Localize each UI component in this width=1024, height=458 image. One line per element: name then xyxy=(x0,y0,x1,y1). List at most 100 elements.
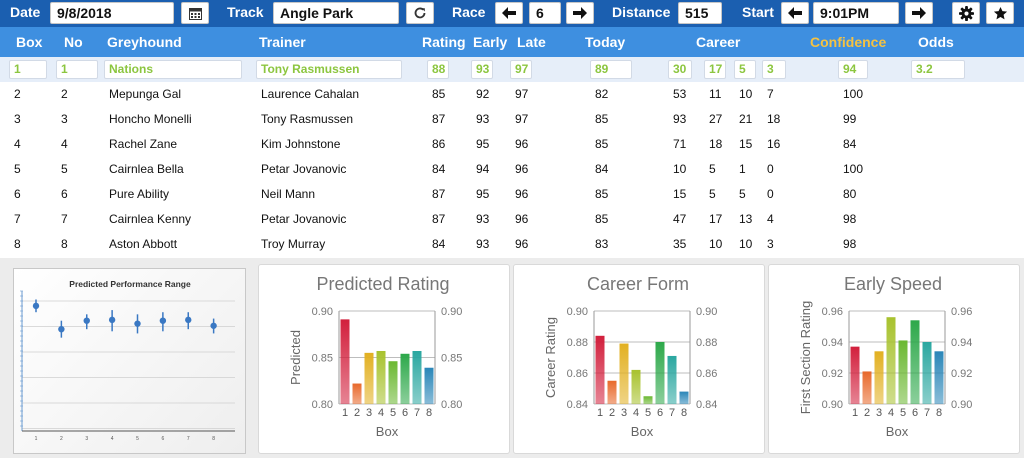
x-tick-label: 2 xyxy=(609,407,615,419)
x-tick-label: 2 xyxy=(354,407,360,419)
cell-late: 97 xyxy=(515,87,529,101)
arrow-right-icon xyxy=(912,7,926,19)
bar xyxy=(595,335,605,404)
y-tick-label-right: 0.88 xyxy=(696,337,717,349)
cell-rating: 87 xyxy=(432,187,446,201)
y-tick-label: 0.96 xyxy=(822,306,843,318)
distance-label: Distance xyxy=(612,4,671,20)
bar xyxy=(364,352,374,404)
x-tick-label: 1 xyxy=(852,407,858,419)
cell-early: 92 xyxy=(476,87,490,101)
cell-career-seconds: 13 xyxy=(739,212,753,226)
table-row[interactable]: 7 7 Cairnlea Kenny Petar Jovanovic 87 93 96 85 4… xyxy=(0,207,1024,232)
track-field[interactable]: Angle Park xyxy=(273,2,399,24)
favorite-button[interactable] xyxy=(986,2,1014,24)
cell-late: 96 xyxy=(515,212,529,226)
cell-career-thirds: 0 xyxy=(767,187,774,201)
cell-no: 3 xyxy=(61,112,68,126)
data-point xyxy=(108,316,116,324)
cell-career-thirds: 3 xyxy=(762,60,786,79)
start-time-field[interactable]: 9:01PM xyxy=(813,2,899,24)
cell-confidence: 94 xyxy=(838,60,868,79)
col-trainer[interactable]: Trainer xyxy=(259,34,306,50)
cell-rating: 87 xyxy=(432,112,446,126)
cell-odds: 3.2 xyxy=(911,60,965,79)
cell-career-thirds: 4 xyxy=(767,212,774,226)
x-tick-label: 4 xyxy=(888,407,894,419)
col-greyhound[interactable]: Greyhound xyxy=(107,34,182,50)
y-tick-label: 0.85 xyxy=(312,353,333,365)
x-tick-label: 3 xyxy=(876,407,882,419)
data-point xyxy=(83,317,90,324)
cell-career-starts: 53 xyxy=(673,87,687,101)
start-next-button[interactable] xyxy=(905,2,933,24)
cell-today: 85 xyxy=(595,137,609,151)
distance-field[interactable]: 515 xyxy=(678,2,722,24)
bar xyxy=(874,351,884,404)
bar xyxy=(352,383,362,404)
table-row[interactable]: 3 3 Honcho Monelli Tony Rasmussen 87 93 97 85 93… xyxy=(0,107,1024,132)
x-tick-label: 1 xyxy=(342,407,348,419)
col-no[interactable]: No xyxy=(64,34,83,50)
x-tick-label: 4 xyxy=(111,436,114,442)
bar xyxy=(655,342,665,404)
gear-icon xyxy=(958,5,974,21)
table-row[interactable]: 8 8 Aston Abbott Troy Murray 84 93 96 83 35 10 10 3… xyxy=(0,232,1024,257)
cell-confidence: 98 xyxy=(843,212,857,226)
cell-career-thirds: 18 xyxy=(767,112,781,126)
cell-career-seconds: 10 xyxy=(739,87,753,101)
race-prev-button[interactable] xyxy=(495,2,523,24)
cell-career-starts: 71 xyxy=(673,137,687,151)
settings-button[interactable] xyxy=(952,2,980,24)
cell-career-thirds: 0 xyxy=(767,162,774,176)
data-point xyxy=(185,316,192,324)
y-tick-label: 0.94 xyxy=(822,337,843,349)
cell-no: 6 xyxy=(61,187,68,201)
col-today[interactable]: Today xyxy=(585,34,626,50)
cell-no: 8 xyxy=(61,237,68,251)
table-row[interactable]: 4 4 Rachel Zane Kim Johnstone 86 95 96 85 71 18 15… xyxy=(0,132,1024,157)
col-career[interactable]: Career xyxy=(696,34,741,50)
col-confidence[interactable]: Confidence xyxy=(810,34,887,50)
date-label: Date xyxy=(10,4,41,20)
bar xyxy=(667,355,677,404)
cell-rating: 88 xyxy=(427,60,449,79)
predicted-rating-chart: Predicted Rating 0.80 0.80 0.85 0.85 0.90 0.90… xyxy=(288,274,462,439)
bar xyxy=(934,351,944,404)
calendar-button[interactable] xyxy=(181,2,209,24)
y-tick-label-right: 0.90 xyxy=(696,306,717,318)
x-tick-label: 5 xyxy=(900,407,906,419)
col-odds[interactable]: Odds xyxy=(918,34,954,50)
col-box[interactable]: Box xyxy=(16,34,43,50)
cell-box: 4 xyxy=(14,137,21,151)
col-early[interactable]: Early xyxy=(473,34,508,50)
table-row[interactable]: 1 1 Nations Tony Rasmussen 88 93 97 89 30 17 5 3 94 3… xyxy=(0,57,1024,82)
cell-today: 89 xyxy=(590,60,632,79)
cell-box: 1 xyxy=(9,60,47,79)
cell-career-seconds: 21 xyxy=(739,112,753,126)
arrow-left-icon xyxy=(502,7,516,19)
table-row[interactable]: 5 5 Cairnlea Bella Petar Jovanovic 84 94 96 84 1… xyxy=(0,157,1024,182)
col-late[interactable]: Late xyxy=(517,34,546,50)
col-rating[interactable]: Rating xyxy=(422,34,466,50)
x-tick-label: 8 xyxy=(936,407,942,419)
x-tick-label: 5 xyxy=(390,407,396,419)
cell-no: 2 xyxy=(61,87,68,101)
x-tick-label: 6 xyxy=(657,407,663,419)
y-tick-label: 0.84 xyxy=(567,399,588,411)
x-tick-label: 4 xyxy=(633,407,639,419)
race-field[interactable]: 6 xyxy=(529,2,561,24)
refresh-button[interactable] xyxy=(406,2,434,24)
cell-career-starts: 15 xyxy=(673,187,687,201)
start-prev-button[interactable] xyxy=(781,2,809,24)
date-field[interactable]: 9/8/2018 xyxy=(50,2,174,24)
cell-box: 2 xyxy=(14,87,21,101)
race-next-button[interactable] xyxy=(566,2,594,24)
cell-career-seconds: 1 xyxy=(739,162,746,176)
table-row[interactable]: 6 6 Pure Ability Neil Mann 87 95 96 85 15 5 5 0 80 xyxy=(0,182,1024,207)
data-point xyxy=(32,302,40,310)
table-row[interactable]: 2 2 Mepunga Gal Laurence Cahalan 85 92 97 82 53 1… xyxy=(0,82,1024,107)
cell-greyhound: Mepunga Gal xyxy=(109,87,182,101)
y-tick-label-right: 0.90 xyxy=(441,306,462,318)
cell-no: 1 xyxy=(56,60,98,79)
